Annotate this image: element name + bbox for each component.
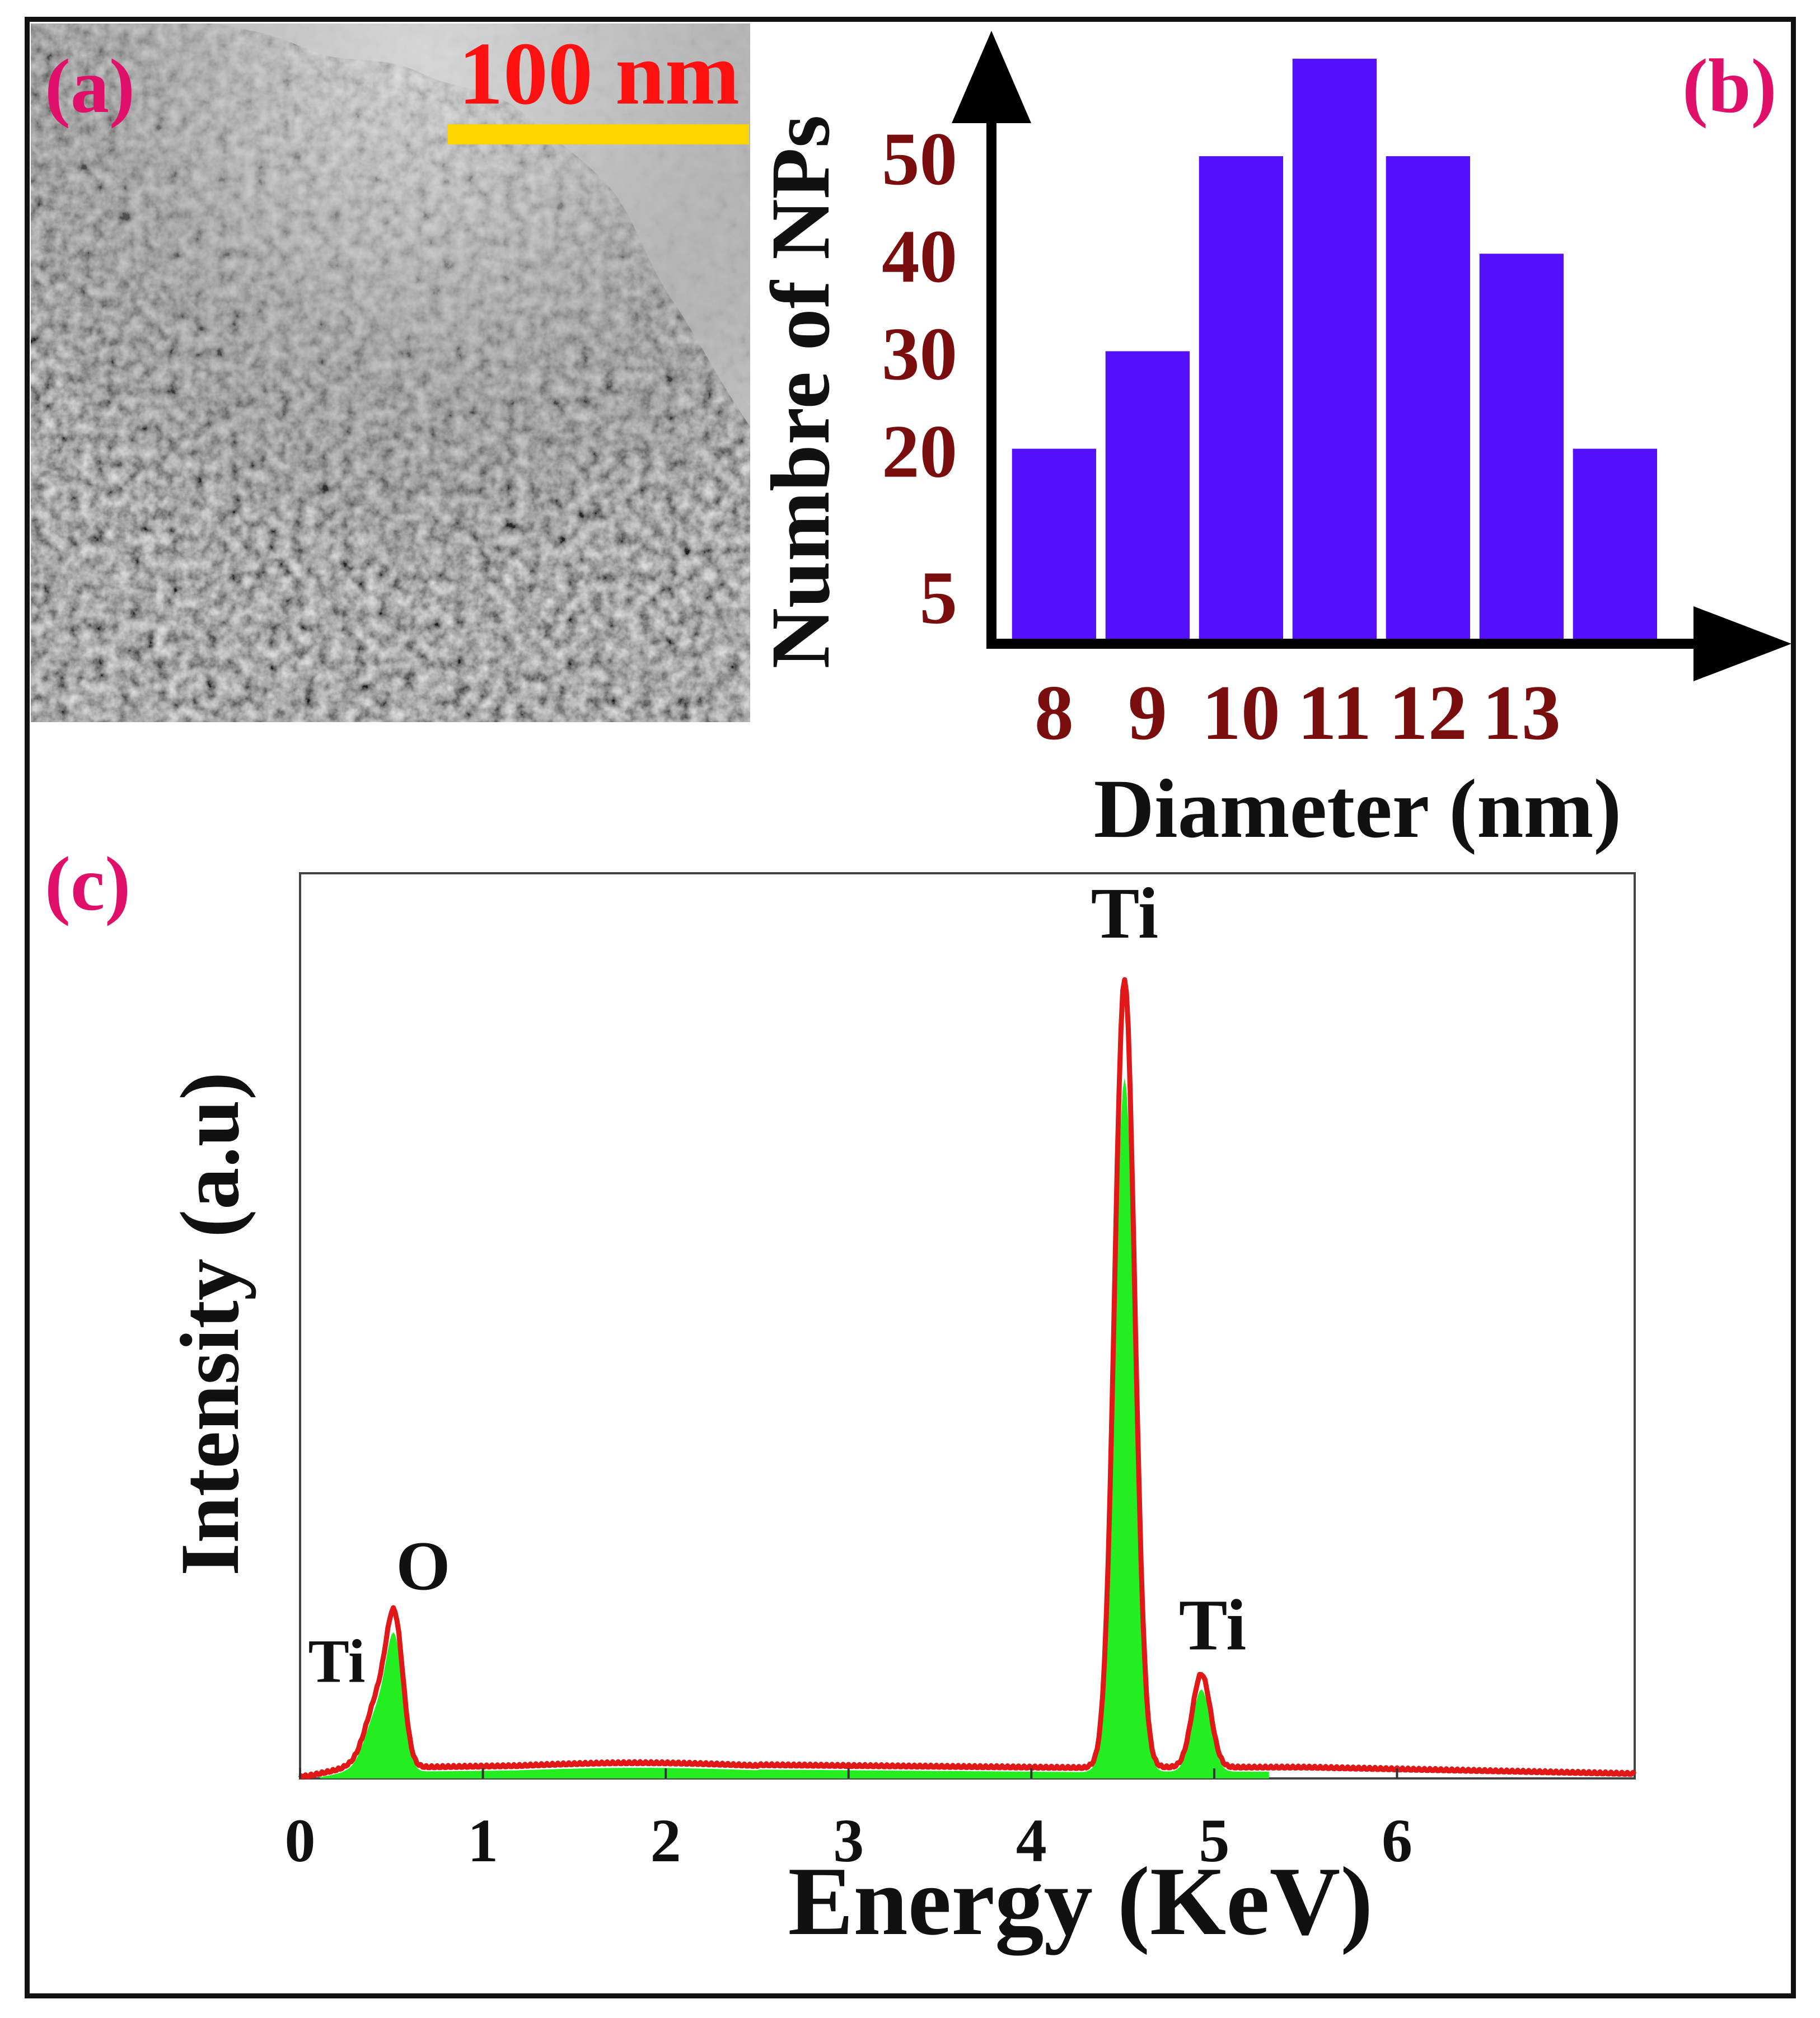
eds-plot-frame: [299, 872, 1636, 1780]
histogram-y-ticks: 5 20 30 40 50: [882, 118, 957, 640]
histogram-x-tick-label: 10: [1202, 669, 1280, 756]
histogram-y-label: Numbre of NPs: [754, 115, 847, 669]
histogram-chart: 5 20 30 40 50 8 9 10 11 12 13 Numbre of NPs Diame…: [754, 31, 1791, 855]
histogram-y-tick-label: 40: [882, 215, 957, 298]
panel-a-label: (a): [45, 43, 135, 129]
eds-x-tick-label: 6: [1382, 1806, 1412, 1875]
scale-bar: [448, 124, 749, 144]
panel-c-label: (c): [45, 841, 130, 926]
histogram-x-label: Diameter (nm): [1094, 762, 1622, 855]
histogram-y-tick-label: 5: [920, 556, 958, 640]
histogram-y-arrow: [952, 31, 1031, 123]
eds-red-line: [298, 977, 1637, 1780]
histogram-bar: [1573, 448, 1657, 644]
histogram-y-tick-label: 30: [882, 312, 957, 396]
eds-green-area: [320, 1078, 1269, 1778]
histogram-x-tick-label: 12: [1389, 669, 1467, 756]
eds-x-tick-label: 1: [467, 1806, 498, 1875]
eds-y-label: Intensity (a.u): [163, 1072, 256, 1576]
histogram-x-tick-label: 9: [1128, 669, 1167, 756]
histogram-x-tick-label: 13: [1482, 669, 1561, 756]
histogram-y-tick-label: 20: [882, 410, 957, 494]
histogram-y-tick-label: 50: [882, 118, 957, 201]
histogram-bar: [1479, 254, 1564, 644]
eds-x-tick-label: 5: [1199, 1806, 1229, 1875]
eds-peak-label: Ti: [1091, 873, 1158, 954]
panel-b-label: (b): [1682, 43, 1777, 129]
eds-x-tick-label: 4: [1016, 1806, 1047, 1875]
eds-peak-label: Ti: [308, 1627, 365, 1695]
histogram-x-arrow: [1693, 606, 1791, 681]
histogram-bar: [1012, 448, 1096, 644]
histogram-bar: [1292, 58, 1377, 644]
eds-x-tick-label: 3: [833, 1806, 864, 1875]
histogram-bars: [1012, 58, 1657, 644]
histogram-x-tick-label: 11: [1298, 669, 1372, 756]
histogram-x-tick-label: 8: [1035, 669, 1074, 756]
eds-x-tick-label: 2: [651, 1806, 681, 1875]
histogram-bar: [1386, 156, 1470, 644]
histogram-bar: [1199, 156, 1283, 644]
eds-peak-labels: Ti O Ti Ti: [308, 873, 1246, 1695]
eds-x-ticks: 0 1 2 3 4 5 6: [285, 1768, 1412, 1875]
eds-x-label: Energy (KeV): [788, 1847, 1373, 1956]
eds-peak-label: Ti: [1179, 1585, 1246, 1665]
eds-peak-label: O: [396, 1528, 450, 1605]
histogram-x-ticks: 8 9 10 11 12 13: [1035, 669, 1561, 756]
histogram-bar: [1105, 351, 1190, 644]
eds-x-tick-label: 0: [285, 1806, 316, 1875]
scale-bar-text: 100 nm: [458, 24, 740, 123]
figure-frame: [25, 17, 1796, 1998]
eds-chart: 0 1 2 3 4 5 6 Ti O Ti Ti Intensity (a.u) Energy (…: [163, 872, 1637, 1956]
